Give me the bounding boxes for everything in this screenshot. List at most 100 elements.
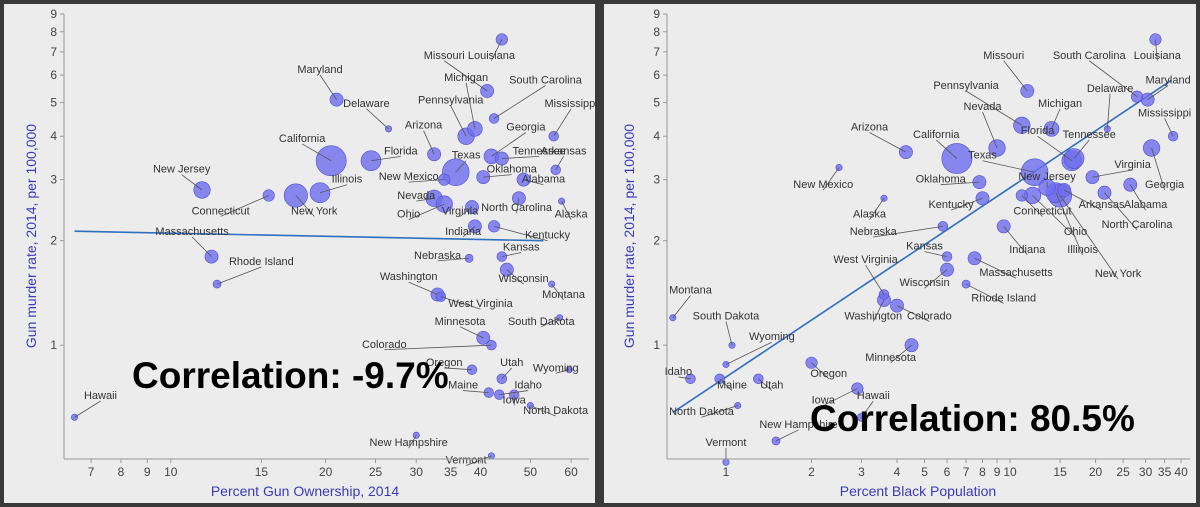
scatter-chart-black-population: Louisiana Missouri South Carolina Maryland D…: [621, 7, 1191, 499]
point-north-dakota: [734, 402, 742, 410]
label-arkansas: Arkansas: [541, 145, 587, 157]
x-tick-label: 20: [1089, 465, 1103, 479]
leader-new-mexico: [822, 167, 840, 191]
leader-minnesota: [459, 326, 484, 339]
leader-alabama: [523, 179, 544, 186]
leader-oregon: [811, 362, 830, 380]
y-tick-label: 7: [50, 45, 57, 59]
label-minnesota: Minnesota: [435, 316, 487, 328]
x-tick-label: 8: [979, 465, 986, 479]
label-pennsylvania: Pennsylvania: [933, 80, 999, 92]
leader-kansas: [924, 251, 948, 257]
label-new-jersey: New Jersey: [153, 164, 211, 176]
point-montana: [548, 280, 556, 288]
label-idaho: Idaho: [514, 380, 542, 392]
label-california: California: [279, 133, 326, 145]
label-delaware: Delaware: [1087, 83, 1133, 95]
label-alaska: Alaska: [555, 209, 589, 221]
leader-arkansas: [555, 156, 564, 171]
leader-pennsylvania: [965, 90, 1023, 126]
label-maine: Maine: [717, 380, 747, 392]
x-tick-label: 35: [1158, 465, 1172, 479]
leader-west-virginia: [865, 264, 885, 295]
leader-south-carolina: [493, 85, 546, 119]
leader-arkansas: [1063, 189, 1102, 211]
leader-kentucky: [493, 225, 548, 242]
label-illinois: Illinois: [332, 174, 363, 186]
point-arkansas: [1057, 183, 1072, 197]
label-wyoming: Wyoming: [533, 362, 579, 374]
leader-vermont: [465, 455, 492, 466]
x-tick-label: 40: [1174, 465, 1188, 479]
x-tick-label: 5: [921, 465, 928, 479]
point-wisconsin: [940, 262, 954, 277]
chart-panel-gun-ownership: Hawaii Louisiana Missouri South Carolina Mic…: [4, 4, 598, 503]
x-tick-label: 3: [858, 465, 865, 479]
leader-texas: [982, 160, 1035, 173]
label-oklahoma: Oklahoma: [487, 164, 538, 176]
x-tick-label: 7: [88, 465, 95, 479]
label-louisiana: Louisiana: [468, 50, 516, 62]
leader-virginia: [459, 206, 473, 217]
label-colorado: Colorado: [907, 311, 952, 323]
x-axis-title: Percent Gun Ownership, 2014: [211, 483, 400, 499]
label-michigan: Michigan: [1038, 98, 1082, 110]
label-oregon: Oregon: [426, 357, 463, 369]
leader-mississippi: [1164, 118, 1174, 137]
label-washington: Washington: [844, 311, 902, 323]
y-tick-label: 8: [50, 25, 57, 39]
y-tick-label: 2: [653, 234, 660, 248]
leader-connecticut: [220, 195, 269, 217]
label-texas: Texas: [968, 150, 997, 162]
leader-delaware: [1106, 93, 1111, 129]
leader-new-york: [1059, 195, 1119, 280]
leader-nebraska: [437, 257, 470, 262]
x-tick-label: 25: [369, 465, 383, 479]
label-new-york: New York: [291, 205, 338, 217]
leader-massachusetts: [974, 257, 1017, 279]
label-new-mexico: New Mexico: [793, 179, 853, 191]
leader-new-mexico: [408, 179, 445, 183]
leader-ohio: [408, 203, 445, 221]
leader-missouri: [443, 60, 488, 92]
leader-south-carolina: [1088, 60, 1138, 98]
label-oklahoma: Oklahoma: [916, 174, 967, 186]
x-tick-label: 1: [723, 465, 730, 479]
label-utah: Utah: [500, 357, 523, 369]
leader-new-hampshire: [408, 435, 417, 449]
label-maine: Maine: [448, 380, 478, 392]
leader-mississippi: [553, 108, 572, 137]
label-south-dakota: South Dakota: [508, 316, 576, 328]
leader-connecticut: [1021, 195, 1043, 217]
x-tick-label: 15: [255, 465, 269, 479]
leader-hawaii: [861, 400, 874, 418]
x-tick-label: 60: [564, 465, 578, 479]
label-south-carolina: South Carolina: [509, 75, 583, 87]
label-massachusetts: Massachusetts: [979, 267, 1053, 279]
point-louisiana: [1149, 33, 1162, 46]
y-tick-label: 8: [653, 25, 660, 39]
x-tick-label: 6: [944, 465, 951, 479]
label-florida: Florida: [384, 145, 419, 157]
label-delaware: Delaware: [343, 98, 389, 110]
label-nebraska: Nebraska: [414, 250, 462, 262]
label-virginia: Virginia: [442, 205, 479, 217]
correlation-annotation: Correlation: -9.7%: [132, 355, 449, 396]
label-idaho: Idaho: [665, 366, 693, 378]
leader-arizona: [423, 130, 435, 155]
leader-west-virginia: [440, 296, 481, 310]
leader-montana: [551, 283, 564, 301]
leader-tennessee: [501, 155, 540, 159]
leader-illinois: [319, 184, 348, 194]
label-new-jersey: New Jersey: [1018, 171, 1076, 183]
leader-virginia: [1092, 169, 1133, 178]
y-tick-label: 1: [50, 338, 57, 352]
label-michigan: Michigan: [444, 72, 488, 84]
leader-massachusetts: [191, 236, 212, 257]
label-ohio: Ohio: [397, 209, 420, 221]
label-kansas: Kansas: [503, 241, 540, 253]
label-nevada: Nevada: [397, 190, 436, 202]
leader-indiana: [462, 226, 476, 238]
label-alaska: Alaska: [853, 209, 887, 221]
label-north-dakota: North Dakota: [523, 405, 589, 417]
